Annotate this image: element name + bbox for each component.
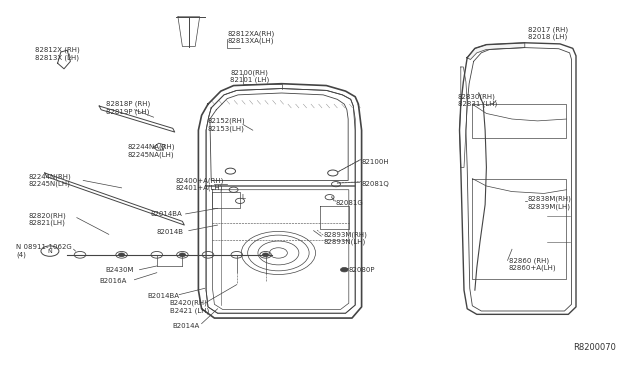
Text: 82080P: 82080P [349,267,375,273]
Text: 82100H: 82100H [362,159,389,165]
Text: L: L [241,194,245,200]
Text: N 08911-1062G
(4): N 08911-1062G (4) [16,244,72,258]
Text: 82100(RH)
82101 (LH): 82100(RH) 82101 (LH) [230,69,269,83]
Text: 82081Q: 82081Q [362,181,389,187]
Polygon shape [467,43,525,60]
Circle shape [340,267,348,272]
Text: B2014A: B2014A [173,323,200,328]
Text: B2420(RH)
B2421 (LH): B2420(RH) B2421 (LH) [170,300,209,314]
Text: 82820(RH)
82821(LH): 82820(RH) 82821(LH) [29,212,67,227]
Text: 82400+A(RH)
82401+A(LH): 82400+A(RH) 82401+A(LH) [176,177,225,191]
Text: 82818P (RH)
82819P (LH): 82818P (RH) 82819P (LH) [106,101,150,115]
Text: 82014B: 82014B [157,230,184,235]
Text: N: N [47,248,52,254]
Circle shape [262,253,269,257]
Text: 82830(RH)
82831 (LH): 82830(RH) 82831 (LH) [458,93,497,108]
Text: 82244N(RH)
82245N(LH): 82244N(RH) 82245N(LH) [29,173,72,187]
Text: 82014BA: 82014BA [150,211,182,217]
Text: 82081G: 82081G [336,200,364,206]
Circle shape [179,253,186,257]
Text: 82893M(RH)
82893N(LH): 82893M(RH) 82893N(LH) [323,231,367,245]
Text: B2016A: B2016A [99,278,127,284]
Text: 82812XA(RH)
82813XA(LH): 82812XA(RH) 82813XA(LH) [227,30,275,44]
Text: R8200070: R8200070 [573,343,616,352]
Text: 82152(RH)
82153(LH): 82152(RH) 82153(LH) [208,118,246,132]
Text: B2014BA: B2014BA [147,293,179,299]
Text: 82244NA(RH)
82245NA(LH): 82244NA(RH) 82245NA(LH) [128,144,175,158]
Text: 82860 (RH)
82860+A(LH): 82860 (RH) 82860+A(LH) [509,257,556,271]
Circle shape [118,253,125,257]
Text: B2430M: B2430M [106,267,134,273]
Text: 82838M(RH)
82839M(LH): 82838M(RH) 82839M(LH) [528,196,572,210]
Text: 82017 (RH)
82018 (LH): 82017 (RH) 82018 (LH) [528,26,568,41]
Text: 82812X (RH)
82813X (LH): 82812X (RH) 82813X (LH) [35,47,80,61]
